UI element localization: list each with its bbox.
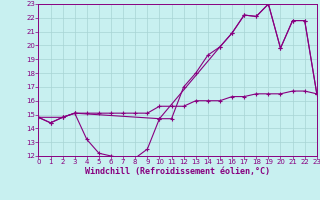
X-axis label: Windchill (Refroidissement éolien,°C): Windchill (Refroidissement éolien,°C) (85, 167, 270, 176)
